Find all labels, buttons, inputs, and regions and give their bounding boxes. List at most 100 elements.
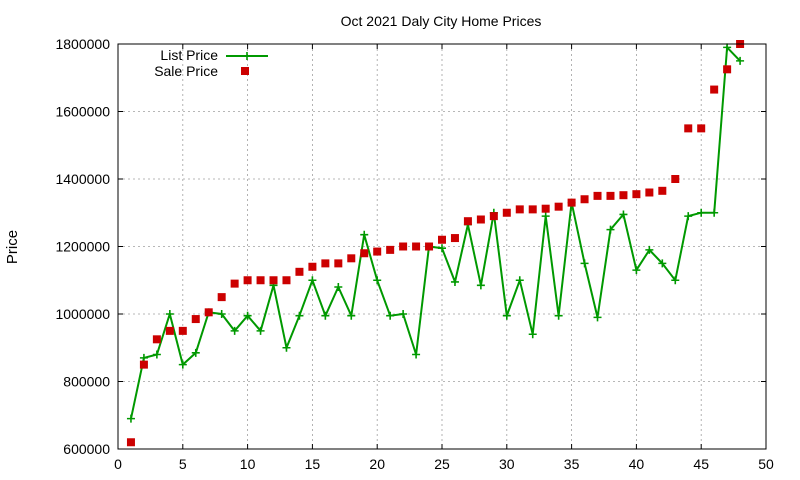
list-price-point — [360, 230, 369, 239]
list-price-point — [334, 283, 343, 291]
legend-marker-sale-price — [241, 67, 249, 75]
y-tick-label: 600000 — [63, 441, 110, 457]
list-price-point — [541, 212, 550, 221]
sale-price-point — [502, 208, 511, 217]
sale-price-point — [476, 215, 485, 224]
legend-label-list-price: List Price — [160, 47, 218, 63]
list-price-point — [606, 225, 615, 234]
x-tick-label: 45 — [693, 456, 709, 472]
legend-marker-list-price — [243, 52, 251, 60]
sale-price-point — [334, 259, 343, 268]
sale-price-point — [126, 438, 135, 447]
list-price-point — [139, 353, 148, 362]
legend: List Price Sale Price — [154, 47, 268, 79]
sale-price-point — [243, 276, 252, 285]
list-price-point — [593, 313, 602, 322]
list-price-point — [619, 210, 628, 219]
sale-price-point — [489, 212, 498, 221]
sale-price-point — [256, 276, 265, 285]
sale-price-point — [528, 205, 537, 214]
sale-price-point — [165, 326, 174, 335]
list-price-point — [528, 330, 537, 339]
list-price-point — [191, 348, 200, 357]
sale-price-point — [308, 262, 317, 271]
list-price-point — [515, 276, 524, 285]
sale-price-point — [321, 259, 330, 268]
sale-price-point — [554, 202, 563, 211]
sale-price-point — [684, 124, 693, 133]
sale-price-point — [178, 326, 187, 335]
sale-price-point — [139, 360, 148, 369]
list-price-point — [308, 276, 317, 285]
sale-price-point — [373, 247, 382, 256]
x-tick-label: 30 — [499, 456, 515, 472]
sale-price-point — [567, 198, 576, 207]
list-price-point — [243, 311, 252, 320]
y-tick-label: 800000 — [63, 374, 110, 390]
sale-price-point — [645, 188, 654, 197]
list-price-point — [282, 343, 291, 352]
list-price-point — [710, 208, 719, 217]
list-price-point — [450, 277, 459, 286]
sale-price-point — [658, 186, 667, 195]
y-tick-label: 1200000 — [55, 239, 110, 255]
list-price-point — [178, 360, 187, 369]
list-price-point — [632, 266, 641, 275]
list-price-point — [736, 56, 745, 65]
sale-price-point — [710, 85, 719, 94]
x-tick-label: 15 — [305, 456, 321, 472]
sale-price-point — [593, 191, 602, 200]
list-price-line — [130, 45, 741, 419]
y-tick-label: 1800000 — [55, 36, 110, 52]
list-price-point — [476, 281, 485, 290]
list-price-point — [256, 326, 265, 335]
sale-price-point — [515, 205, 524, 214]
list-price-point — [295, 311, 304, 320]
chart-title: Oct 2021 Daly City Home Prices — [341, 13, 542, 29]
list-price-point — [502, 311, 511, 320]
ticks: 0 5 10 15 20 25 30 35 40 45 50 600000 800000 1000000 1… — [55, 36, 774, 472]
list-price-point — [126, 414, 135, 423]
list-price-point — [165, 310, 174, 318]
sale-price-point — [152, 335, 161, 344]
sale-price-point — [697, 124, 706, 133]
x-tick-label: 25 — [434, 456, 450, 472]
sale-price-point — [632, 190, 641, 199]
sale-price-point — [671, 175, 680, 183]
sale-price-point — [360, 249, 369, 258]
list-price-point — [723, 43, 732, 52]
x-tick-label: 50 — [758, 456, 774, 472]
sale-price-point — [269, 276, 278, 285]
list-price-point — [671, 276, 680, 285]
list-price-point — [645, 245, 654, 254]
list-price-point — [386, 311, 395, 320]
x-tick-label: 10 — [240, 456, 256, 472]
sale-price-point — [463, 217, 472, 226]
sale-price-point — [204, 308, 213, 317]
sale-price-point — [230, 279, 239, 288]
sale-price-point — [425, 242, 434, 251]
list-price-point — [347, 311, 356, 320]
legend-label-sale-price: Sale Price — [154, 63, 218, 79]
sale-price-point — [541, 204, 550, 213]
list-price-point — [684, 212, 693, 221]
sale-price-point — [295, 267, 304, 276]
sale-price-point — [347, 254, 356, 263]
list-price-point — [230, 326, 239, 335]
sale-price-point — [412, 242, 421, 251]
sale-price-point — [438, 235, 446, 244]
sale-price-point — [619, 191, 628, 200]
sale-price-point — [217, 293, 226, 302]
x-tick-label: 35 — [564, 456, 580, 472]
list-price-point — [554, 311, 563, 320]
plot-frame — [117, 43, 767, 450]
sale-price-point — [399, 242, 408, 251]
y-axis-label: Price — [4, 230, 21, 264]
x-tick-label: 40 — [629, 456, 645, 472]
x-tick-label: 5 — [179, 456, 187, 472]
sale-price-point — [191, 315, 200, 324]
y-tick-label: 1600000 — [55, 104, 110, 120]
sale-price-point — [450, 234, 459, 243]
list-price-point — [399, 310, 408, 318]
